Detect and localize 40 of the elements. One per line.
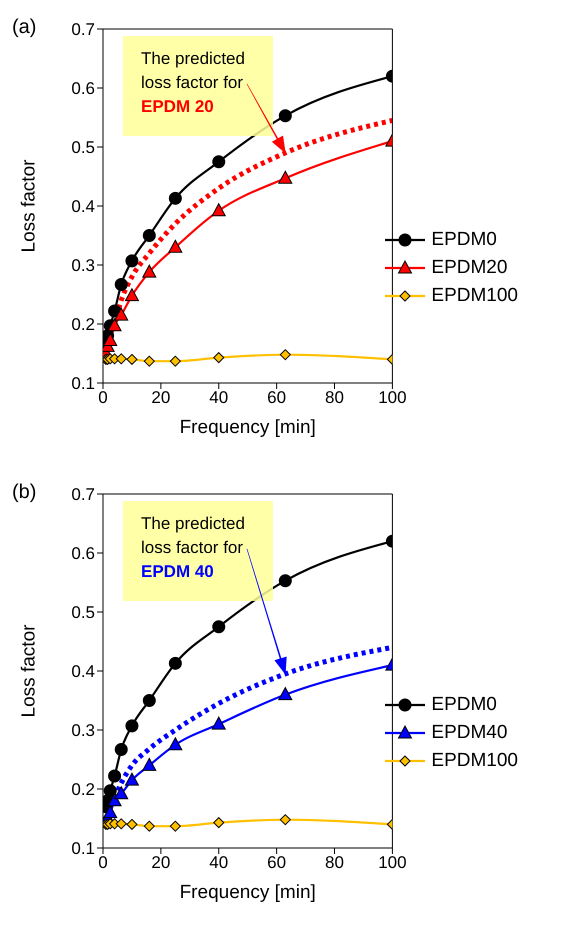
legend-label: EPDM100 xyxy=(431,284,518,306)
legend-label: EPDM0 xyxy=(431,694,497,716)
x-tick-label: 0 xyxy=(98,853,108,872)
x-tick-label: 20 xyxy=(151,853,170,872)
y-tick-label: 0.4 xyxy=(71,662,95,682)
x-tick-label: 40 xyxy=(209,388,228,408)
y-axis-title: Loss factor xyxy=(18,158,40,252)
y-tick-label: 0.3 xyxy=(71,256,95,276)
y-tick-label: 0.3 xyxy=(71,721,95,740)
y-axis-title: Loss factor xyxy=(18,624,40,718)
x-tick-label: 80 xyxy=(325,388,344,408)
legend-label: EPDM0 xyxy=(431,228,497,250)
annotation: The predicted loss factor for EPDM 40 xyxy=(141,514,245,581)
y-tick-label: 0.7 xyxy=(71,20,95,40)
legend-label: EPDM20 xyxy=(431,256,508,278)
x-axis-title: Frequency [min] xyxy=(180,417,316,438)
y-tick-label: 0.2 xyxy=(71,315,95,334)
x-axis-title: Frequency [min] xyxy=(180,882,316,903)
x-tick-label: 40 xyxy=(209,853,228,872)
x-tick-label: 20 xyxy=(151,388,170,408)
legend-label: EPDM40 xyxy=(431,722,508,744)
chart-title: (a) xyxy=(12,16,36,39)
y-tick-label: 0.4 xyxy=(71,197,95,216)
y-tick-label: 0.1 xyxy=(71,374,95,394)
x-tick-label: 60 xyxy=(267,853,286,872)
x-tick-label: 0 xyxy=(98,388,108,408)
y-tick-label: 0.2 xyxy=(71,780,95,800)
x-tick-label: 100 xyxy=(378,853,407,872)
y-tick-label: 0.7 xyxy=(71,485,95,504)
chart-title: (b) xyxy=(12,481,36,504)
x-tick-label: 60 xyxy=(267,388,286,408)
annotation: The predicted loss factor for EPDM 20 xyxy=(141,49,245,116)
y-tick-label: 0.6 xyxy=(71,544,95,564)
y-tick-label: 0.1 xyxy=(71,839,95,858)
y-tick-label: 0.5 xyxy=(71,603,95,622)
x-tick-label: 80 xyxy=(325,853,344,872)
legend-label: EPDM100 xyxy=(431,750,518,772)
y-tick-label: 0.5 xyxy=(71,138,95,158)
y-tick-label: 0.6 xyxy=(71,79,95,98)
x-tick-label: 100 xyxy=(378,388,407,408)
